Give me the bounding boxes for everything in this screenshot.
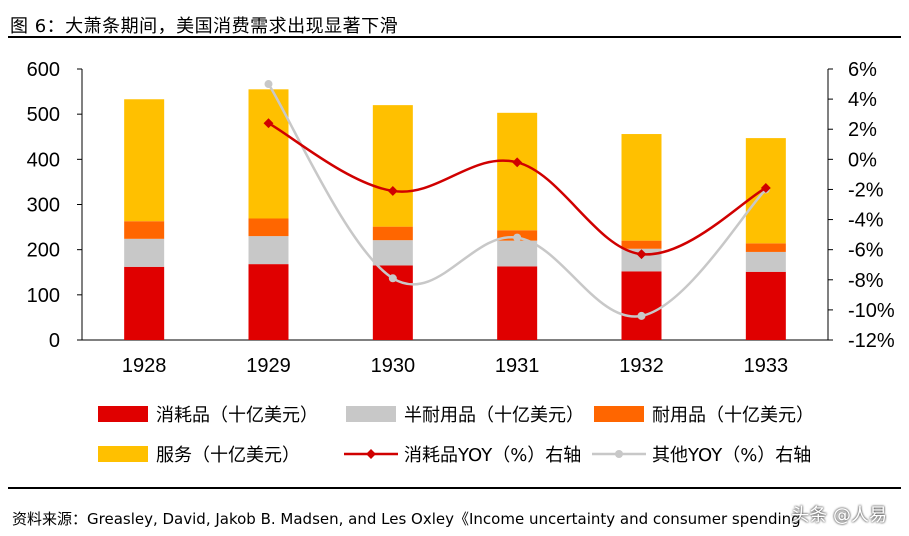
legend-swatch-services [98,446,148,462]
x-tick-label: 1932 [619,355,664,377]
legend-label-yoy-other: 其他YOY（%）右轴 [652,445,811,466]
right-tick-label: -8% [848,270,884,292]
right-tick-label: -6% [848,240,884,262]
bar-durables-1928 [124,221,165,239]
bar-consumables-1928 [124,266,165,340]
bar-services-1930 [372,105,413,227]
bar-semi-durables-1930 [372,240,413,266]
bar-consumables-1931 [497,266,538,340]
yoy-other-point-1929 [264,80,273,89]
bar-semi-durables-1928 [124,238,165,267]
right-tick-label: 0% [848,149,877,171]
bar-services-1932 [621,134,662,241]
legend-swatch-durables [594,406,644,422]
left-tick-label: 0 [49,330,60,352]
yoy-consumables-point-1933 [760,182,771,193]
x-tick-label: 1930 [371,355,416,377]
left-tick-label: 200 [27,240,60,262]
x-tick-label: 1931 [495,355,540,377]
right-tick-label: -12% [848,330,895,352]
left-tick-label: 400 [27,149,60,171]
source-note: 资料来源：Greasley, David, Jakob B. Madsen, a… [12,510,801,528]
x-tick-label: 1928 [122,355,167,377]
bar-durables-1933 [745,243,786,252]
bar-durables-1929 [248,218,289,237]
right-tick-label: -4% [848,210,884,232]
bar-durables-1930 [372,226,413,241]
legend-marker-yoy-consumables [366,449,376,459]
right-tick-label: 6% [848,59,877,81]
right-tick-label: 4% [848,89,877,111]
yoy-other-point-1932 [637,311,646,320]
x-tick-label: 1929 [246,355,291,377]
legend-label-durables: 耐用品（十亿美元） [652,405,814,426]
yoy-consumables-point-1932 [636,249,647,260]
watermark: 头条 @人易 [791,505,887,526]
title-bar: 图 6：大萧条期间，美国消费需求出现显著下滑 [8,6,901,38]
legend-swatch-consumables [98,406,148,422]
bar-semi-durables-1931 [497,240,538,267]
bar-semi-durables-1929 [248,236,289,265]
legend-label-semi-durables: 半耐用品（十亿美元） [404,405,584,426]
source-bar: 资料来源：Greasley, David, Jakob B. Madsen, a… [8,487,901,535]
legend-label-yoy-consumables: 消耗品YOY（%）右轴 [404,445,581,466]
legend-label-services: 服务（十亿美元） [156,445,300,466]
x-tick-label: 1933 [744,355,789,377]
chart-title: 图 6：大萧条期间，美国消费需求出现显著下滑 [10,16,399,37]
right-tick-label: 2% [848,119,877,141]
left-tick-label: 100 [27,285,60,307]
legend-marker-yoy-other [615,450,623,458]
left-tick-label: 300 [27,195,60,217]
right-tick-label: -2% [848,179,884,201]
left-tick-label: 600 [27,59,60,81]
yoy-other-point-1930 [388,274,397,283]
yoy-consumables-point-1930 [387,186,398,196]
bar-semi-durables-1933 [745,251,786,272]
bar-durables-1932 [621,240,662,249]
bar-consumables-1933 [745,271,786,340]
yoy-other-point-1931 [513,233,522,242]
yoy-consumables-point-1931 [512,157,523,168]
legend-swatch-semi-durables [346,406,396,422]
legend-label-consumables: 消耗品（十亿美元） [156,405,318,426]
bar-services-1928 [124,99,165,222]
bar-consumables-1932 [621,271,662,340]
bar-consumables-1929 [248,264,289,340]
right-tick-label: -10% [848,300,895,322]
bar-services-1931 [497,112,538,231]
left-tick-label: 500 [27,104,60,126]
bar-services-1929 [248,89,289,219]
